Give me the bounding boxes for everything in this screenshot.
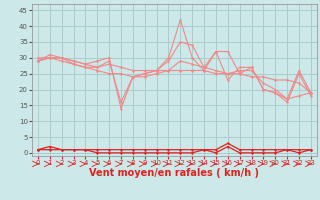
X-axis label: Vent moyen/en rafales ( km/h ): Vent moyen/en rafales ( km/h ) xyxy=(89,168,260,178)
